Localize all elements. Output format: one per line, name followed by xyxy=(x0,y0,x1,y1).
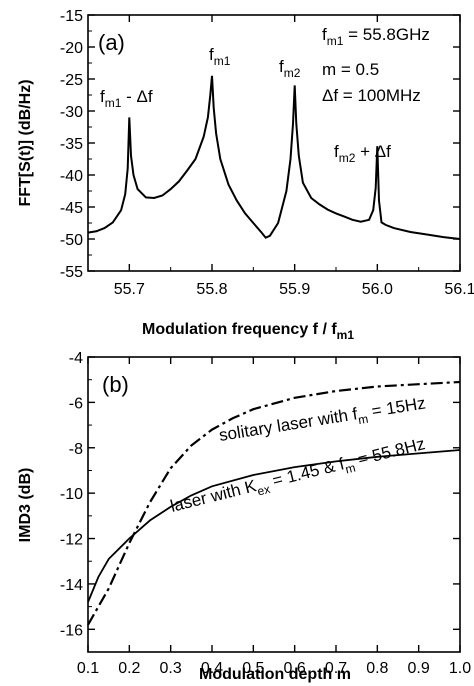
chart-b-ytick-label: -14 xyxy=(60,577,83,594)
chart-b-ticks: -4 -6 -8 -10 -12 -14 -16 0.1 0.2 0.3 0.4 0.5 0.6 0.7 0… xyxy=(60,350,471,677)
chart-b-ytick-label: -10 xyxy=(60,486,83,503)
chart-b-xlabel: Modulation depth m xyxy=(199,666,351,683)
chart-a-param-label: fm1 = 55.8GHz xyxy=(322,25,430,48)
chart-a-peak-label: fm2 xyxy=(279,57,301,80)
chart-b-xtick-label: 0.1 xyxy=(77,660,99,677)
chart-a-ytick-label: -15 xyxy=(60,8,83,25)
chart-b-ytick-label: -6 xyxy=(69,395,83,412)
chart-a-ytick-label: -55 xyxy=(60,264,83,281)
chart-a-xtick-label: 56.0 xyxy=(362,281,393,298)
chart-b-xtick-label: 0.7 xyxy=(325,660,347,677)
chart-b-ytick-label: -12 xyxy=(60,532,83,549)
chart-b-xtick-label: 0.9 xyxy=(408,660,430,677)
chart-a-ytick-label: -40 xyxy=(60,168,83,185)
chart-a-xtick-label: 55.8 xyxy=(196,281,227,298)
chart-b-panel-label: (b) xyxy=(102,372,129,397)
chart-b: -4 -6 -8 -10 -12 -14 -16 0.1 0.2 0.3 0.4 0.5 0.6 0.7 0… xyxy=(17,350,471,683)
chart-a-ytick-label: -25 xyxy=(60,72,83,89)
chart-b-xtick-label: 0.5 xyxy=(242,660,264,677)
chart-a-params: fm1 = 55.8GHz m = 0.5 Δf = 100MHz xyxy=(322,25,430,105)
chart-b-ytick-label: -16 xyxy=(60,622,83,639)
chart-b-xtick-label: 0.4 xyxy=(201,660,223,677)
chart-b-xtick-label: 0.3 xyxy=(160,660,182,677)
chart-a-xtick-label: 55.9 xyxy=(279,281,310,298)
chart-a-peak-label: fm1 - Δf xyxy=(100,87,153,110)
chart-a-series-line xyxy=(87,75,461,240)
chart-a-frame xyxy=(87,14,461,272)
chart-a-peak-labels: fm1 - Δf fm1 fm2 fm2 + Δf xyxy=(100,45,391,165)
chart-b-xtick-label: 0.8 xyxy=(366,660,388,677)
chart-a-ylabel: FFT[S(t)] (dB/Hz) xyxy=(17,79,34,206)
chart-a-xtick-label: 56.1 xyxy=(444,281,474,298)
chart-a-xlabel: Modulation frequency f / fm1 xyxy=(142,321,354,342)
chart-a-param-label: m = 0.5 xyxy=(322,60,379,79)
chart-b-xtick-label: 1.0 xyxy=(449,660,471,677)
chart-a-param-label: Δf = 100MHz xyxy=(322,86,421,105)
chart-b-xtick-label: 0.6 xyxy=(284,660,306,677)
chart-b-series-label-solid: laser with Kex = 1.45 & fm = 55.8Hz xyxy=(168,434,428,520)
chart-a-xtick-label: 55.7 xyxy=(114,281,145,298)
chart-a-ytick-label: -20 xyxy=(60,40,83,57)
chart-a-ytick-label: -50 xyxy=(60,232,83,249)
chart-a-ytick-label: -30 xyxy=(60,104,83,121)
chart-a-ytick-label: -45 xyxy=(60,200,83,217)
chart-a-peak-label: fm2 + Δf xyxy=(334,142,391,165)
chart-a: -15 -20 -25 -30 -35 -40 -45 -50 -55 55.7 55.8 55.9 5… xyxy=(17,8,474,342)
chart-a-panel-label: (a) xyxy=(98,30,125,55)
chart-a-ticks: -15 -20 -25 -30 -35 -40 -45 -50 -55 55.7 55.8 55.9 5… xyxy=(60,8,474,298)
chart-b-ytick-label: -8 xyxy=(69,441,83,458)
chart-b-ytick-label: -4 xyxy=(69,350,83,367)
chart-b-series-solid xyxy=(87,449,461,603)
chart-b-ylabel: IMD3 (dB) xyxy=(17,468,34,543)
chart-a-peak-label: fm1 xyxy=(209,45,231,68)
chart-b-frame xyxy=(87,356,461,653)
chart-a-ytick-label: -35 xyxy=(60,136,83,153)
chart-b-xtick-label: 0.2 xyxy=(118,660,140,677)
